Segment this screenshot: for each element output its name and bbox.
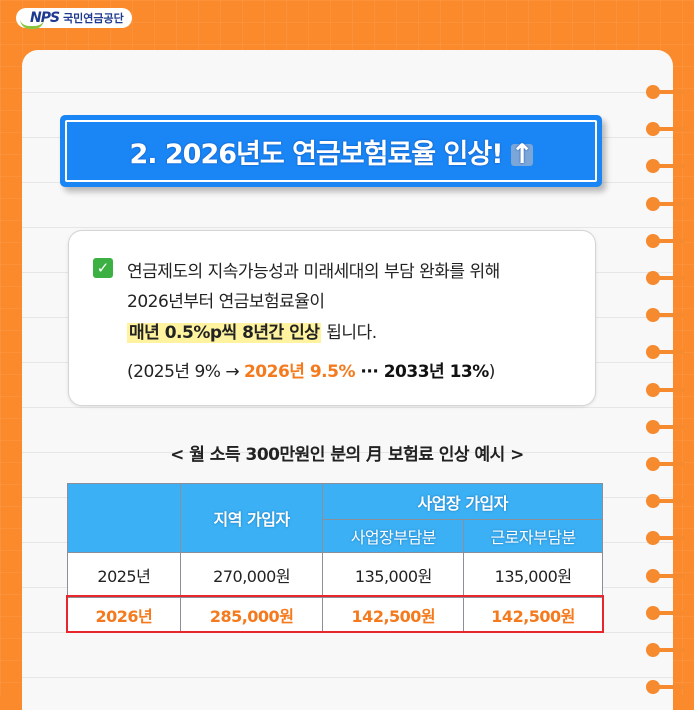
ring-bar xyxy=(654,462,684,466)
info-line-3-rest: 됩니다. xyxy=(321,323,377,343)
info-line-3: 매년 0.5%p씩 8년간 인상 됩니다. xyxy=(127,318,377,343)
cell-employee: 135,000원 xyxy=(463,552,603,598)
table-row: 2025년 270,000원 135,000원 135,000원 xyxy=(67,552,603,598)
rate-2026: 2026년 9.5% xyxy=(243,362,356,382)
ring-dot xyxy=(646,345,660,360)
ring-dot xyxy=(646,643,660,657)
ring-dot xyxy=(646,494,660,509)
cell-employer: 135,000원 xyxy=(322,552,465,598)
ring-dot xyxy=(646,382,660,397)
ring-bar xyxy=(654,685,684,690)
ring-dot xyxy=(646,308,660,323)
info-line-1: 연금제도의 지속가능성과 미래세대의 부담 완화를 위해 xyxy=(127,262,500,282)
header-regional: 지역 가입자 xyxy=(179,483,324,553)
nps-logo: NPS 국민연금공단 xyxy=(16,8,132,29)
ring-bar xyxy=(654,648,684,652)
ring-hole xyxy=(646,531,694,546)
cell-regional: 285,000원 xyxy=(179,597,324,633)
info-line-2: 2026년부터 연금보험료율이 xyxy=(127,292,325,312)
ring-hole xyxy=(646,643,694,657)
ring-bar xyxy=(654,499,684,504)
ring-bar xyxy=(654,610,684,615)
ring-bar xyxy=(654,127,684,132)
ring-bar xyxy=(654,536,684,541)
highlight-text: 매년 0.5%p씩 8년간 인상 xyxy=(127,323,322,343)
logo-swoosh-icon xyxy=(20,19,44,29)
ring-bar xyxy=(654,313,684,318)
ring-dot xyxy=(646,271,660,285)
ring-dot xyxy=(646,122,660,137)
ring-hole xyxy=(646,85,694,99)
rate-2025: (2025년 9% → xyxy=(127,362,244,382)
ring-hole xyxy=(646,419,694,434)
info-line-4: (2025년 9% → 2026년 9.5% ··· 2033년 13%) xyxy=(127,357,495,382)
logo-org-name: 국민연금공단 xyxy=(63,12,124,25)
ring-hole xyxy=(646,271,694,285)
header-empty xyxy=(67,483,181,553)
cell-year: 2026년 xyxy=(67,597,181,633)
header-employer: 사업장부담분 xyxy=(322,519,465,553)
ring-dot xyxy=(646,85,660,99)
ring-bar xyxy=(654,424,684,429)
ring-hole xyxy=(646,568,694,583)
ring-hole xyxy=(646,494,694,509)
cell-regional: 270,000원 xyxy=(179,552,324,598)
ring-dot xyxy=(646,159,660,174)
up-arrow-icon: ↑ xyxy=(510,139,533,170)
ring-bar xyxy=(654,201,684,206)
cell-employee: 142,500원 xyxy=(463,597,603,633)
ring-bar xyxy=(654,90,684,94)
ring-hole xyxy=(646,345,694,360)
ring-bar xyxy=(654,276,684,280)
ring-hole xyxy=(646,122,694,137)
ring-hole xyxy=(646,457,694,471)
paren-close: ) xyxy=(488,362,496,382)
table-caption: < 월 소득 300만원인 분의 月 보험료 인상 예시 > xyxy=(170,445,524,465)
ring-hole xyxy=(646,233,694,248)
ring-bar xyxy=(654,573,684,578)
premium-table: 지역 가입자 사업장 가입자 사업장부담분 근로자부담분 2025년 270,0… xyxy=(67,483,603,633)
ring-dot xyxy=(646,568,660,583)
title-text: 2. 2026년도 연금보험료율 인상! xyxy=(129,138,503,170)
table-row-highlighted: 2026년 285,000원 142,500원 142,500원 xyxy=(67,597,603,633)
ring-dot xyxy=(646,233,660,248)
ring-hole xyxy=(646,308,694,323)
ring-hole xyxy=(646,680,694,695)
ring-dot xyxy=(646,531,660,546)
cell-employer: 142,500원 xyxy=(322,597,465,633)
ring-dot xyxy=(646,419,660,434)
ring-bar xyxy=(654,238,684,243)
rate-2033: ··· 2033년 13% xyxy=(355,362,489,382)
ring-hole xyxy=(646,159,694,174)
ring-hole xyxy=(646,382,694,397)
ring-hole xyxy=(646,605,694,620)
info-box: ✓ 연금제도의 지속가능성과 미래세대의 부담 완화를 위해 2026년부터 연… xyxy=(68,230,596,406)
ring-dot xyxy=(646,196,660,211)
ring-bar xyxy=(654,387,684,392)
header-employee: 근로자부담분 xyxy=(463,519,603,553)
header-workplace: 사업장 가입자 xyxy=(322,483,603,520)
ring-bar xyxy=(654,350,684,355)
ring-bar xyxy=(654,164,684,169)
ring-dot xyxy=(646,680,660,695)
check-mark-icon: ✓ xyxy=(93,258,113,278)
ring-hole xyxy=(646,196,694,211)
page-title: 2. 2026년도 연금보험료율 인상! ↑ xyxy=(60,115,602,187)
ring-dot xyxy=(646,457,660,471)
cell-year: 2025년 xyxy=(67,552,181,598)
ring-dot xyxy=(646,605,660,620)
